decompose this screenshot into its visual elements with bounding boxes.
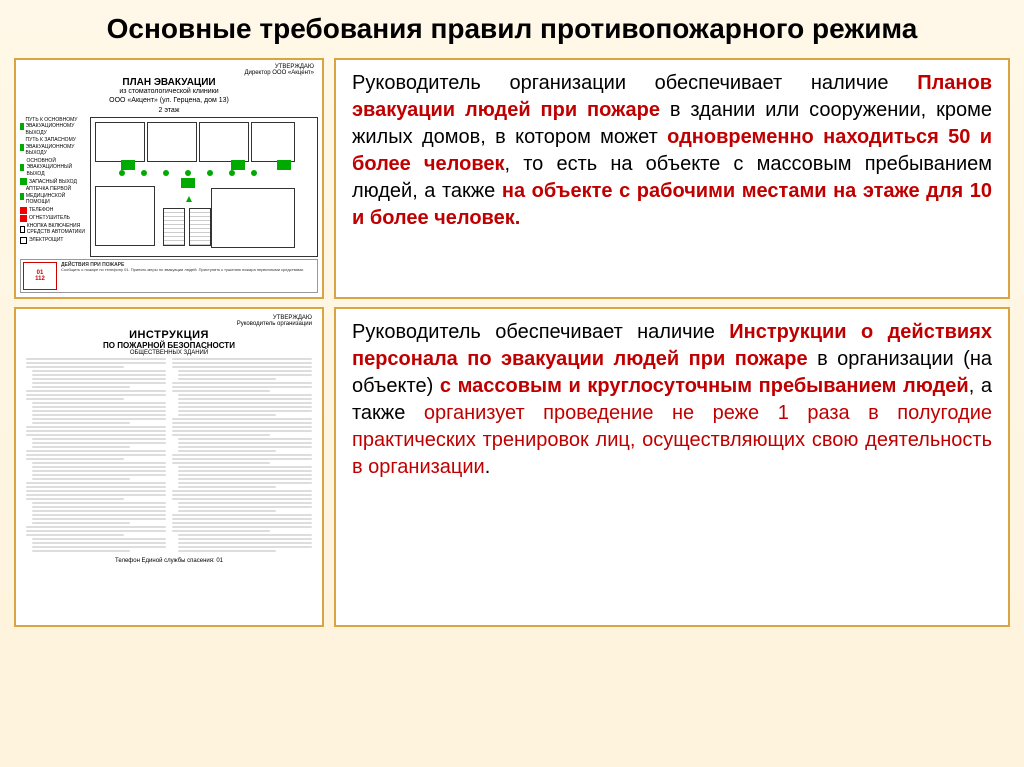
p2-t1: Руководитель обеспечивает наличие: [352, 321, 729, 343]
p2-t4: .: [485, 456, 491, 478]
plan-approve: УТВЕРЖДАЮ Директор ООО «Акцент»: [244, 64, 314, 77]
row-1: УТВЕРЖДАЮ Директор ООО «Акцент» ПЛАН ЭВА…: [0, 54, 1024, 303]
p2-e2: с массовым и круглосуточным пребыванием …: [440, 375, 969, 397]
doc-sub: ПО ПОЖАРНОЙ БЕЗОПАСНОСТИ: [20, 341, 318, 350]
p2-e3: организует проведение не реже 1 раза в п…: [352, 402, 992, 478]
doc-body: [20, 356, 318, 556]
plan-actions: 01 112 ДЕЙСТВИЯ ПРИ ПОЖАРЕ Сообщить о по…: [20, 259, 318, 293]
paragraph-1: Руководитель организации обеспечивает на…: [334, 58, 1010, 299]
doc-title: ИНСТРУКЦИЯ: [20, 329, 318, 341]
doc-footer: Телефон Единой службы спасения: 01: [115, 558, 223, 564]
plan-sub2: ООО «Акцент» (ул. Герцена, дом 13): [109, 97, 229, 105]
plan-sub3: 2 этаж: [159, 107, 180, 115]
evacuation-plan-box: УТВЕРЖДАЮ Директор ООО «Акцент» ПЛАН ЭВА…: [14, 58, 324, 299]
instruction-doc-box: УТВЕРЖДАЮ Руководитель организации ИНСТР…: [14, 307, 324, 627]
page-title: Основные требования правил противопожарн…: [0, 0, 1024, 54]
plan-heading: ПЛАН ЭВАКУАЦИИ: [122, 77, 215, 88]
plan-legend: ПУТЬ К ОСНОВНОМУ ЭВАКУАЦИОННОМУ ВЫХОДУ П…: [20, 117, 88, 257]
doc-approve: УТВЕРЖДАЮ Руководитель организации: [237, 315, 312, 327]
plan-sub1: из стоматологической клиники: [119, 88, 218, 96]
plan-floorplan: [90, 117, 318, 257]
row-2: УТВЕРЖДАЮ Руководитель организации ИНСТР…: [0, 303, 1024, 631]
emergency-phone: 01 112: [23, 262, 57, 290]
paragraph-2: Руководитель обеспечивает наличие Инстру…: [334, 307, 1010, 627]
p1-t1: Руководитель организации обеспечивает на…: [352, 72, 917, 94]
